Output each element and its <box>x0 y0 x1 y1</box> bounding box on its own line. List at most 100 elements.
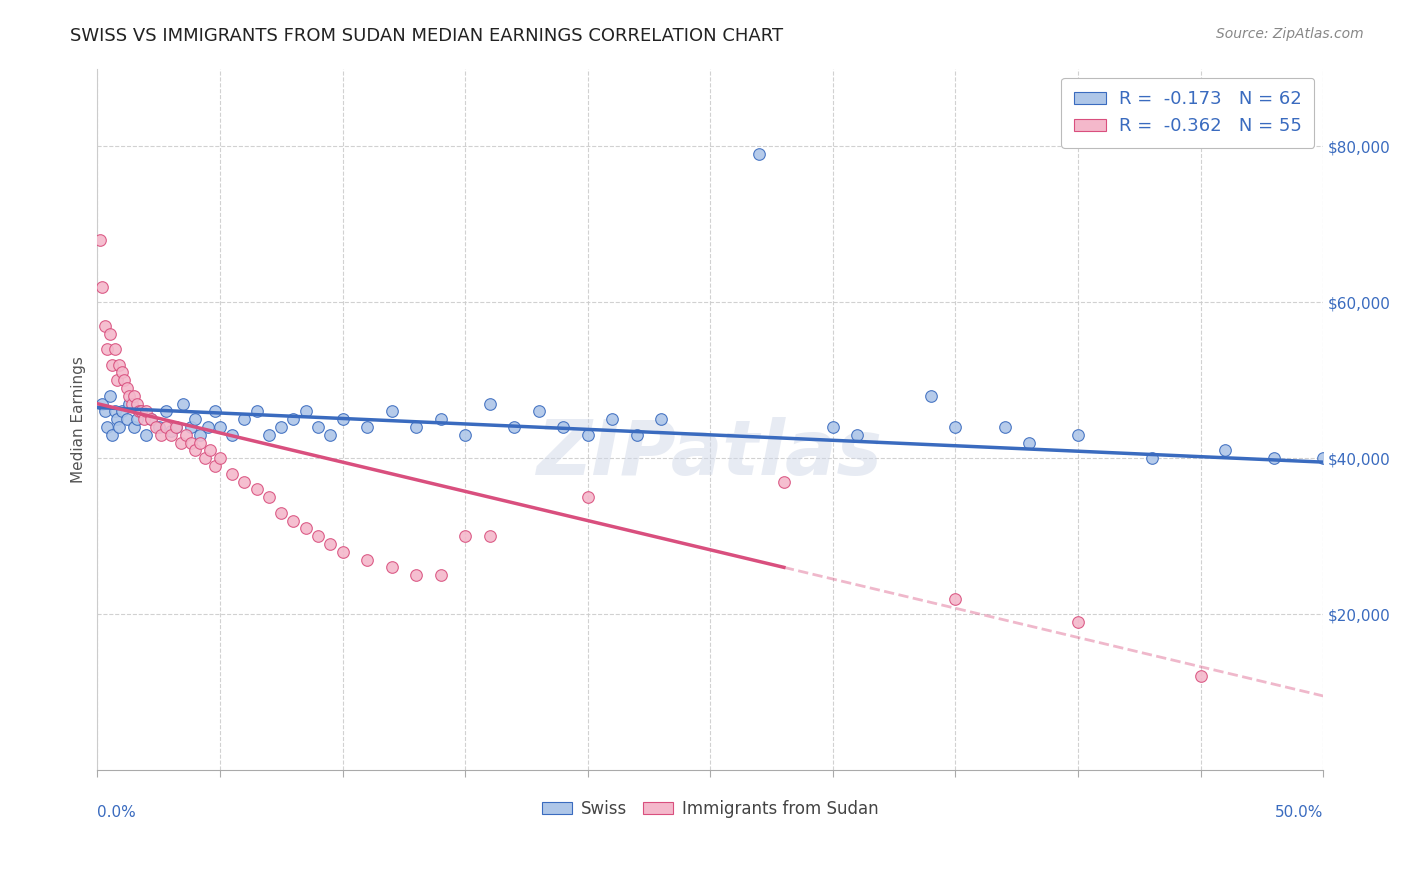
Point <box>650 412 672 426</box>
Point <box>197 420 219 434</box>
Point <box>135 404 157 418</box>
Point <box>96 342 118 356</box>
Point <box>188 427 211 442</box>
Point <box>145 420 167 434</box>
Point <box>600 412 623 426</box>
Text: ZIPatlas: ZIPatlas <box>537 417 883 491</box>
Point <box>160 427 183 442</box>
Point <box>283 514 305 528</box>
Y-axis label: Median Earnings: Median Earnings <box>72 356 86 483</box>
Point <box>319 537 342 551</box>
Point <box>1018 435 1040 450</box>
Text: 50.0%: 50.0% <box>1275 805 1323 820</box>
Point <box>405 420 427 434</box>
Point <box>920 389 942 403</box>
Point <box>125 397 148 411</box>
Point <box>1213 443 1236 458</box>
Point <box>150 427 173 442</box>
Point <box>172 397 194 411</box>
Point <box>204 404 226 418</box>
Point <box>294 521 316 535</box>
Point <box>122 420 145 434</box>
Point <box>626 427 648 442</box>
Point <box>1189 669 1212 683</box>
Point <box>184 443 207 458</box>
Point <box>380 560 402 574</box>
Point <box>170 435 193 450</box>
Point <box>112 373 135 387</box>
Point <box>993 420 1015 434</box>
Point <box>233 412 256 426</box>
Point <box>155 420 177 434</box>
Text: SWISS VS IMMIGRANTS FROM SUDAN MEDIAN EARNINGS CORRELATION CHART: SWISS VS IMMIGRANTS FROM SUDAN MEDIAN EA… <box>70 27 783 45</box>
Point <box>380 404 402 418</box>
Point <box>945 420 967 434</box>
Point <box>478 529 501 543</box>
Point <box>180 435 202 450</box>
Point <box>429 412 451 426</box>
Point <box>208 451 231 466</box>
Point <box>198 443 221 458</box>
Point <box>118 389 141 403</box>
Point <box>208 420 231 434</box>
Point <box>478 397 501 411</box>
Point <box>270 420 292 434</box>
Point <box>132 412 155 426</box>
Point <box>128 404 150 418</box>
Point <box>846 427 869 442</box>
Point <box>270 506 292 520</box>
Point <box>125 412 148 426</box>
Point <box>246 404 269 418</box>
Point <box>131 404 153 418</box>
Point <box>188 435 211 450</box>
Point <box>91 397 114 411</box>
Point <box>748 147 770 161</box>
Point <box>108 358 131 372</box>
Point <box>184 412 207 426</box>
Point <box>141 412 163 426</box>
Point <box>356 552 378 566</box>
Point <box>307 529 329 543</box>
Point <box>148 420 170 434</box>
Point <box>115 412 138 426</box>
Point <box>96 420 118 434</box>
Point <box>174 427 197 442</box>
Point <box>91 279 114 293</box>
Point <box>576 490 599 504</box>
Point <box>1312 451 1334 466</box>
Point <box>105 373 128 387</box>
Point <box>257 427 280 442</box>
Point <box>1067 615 1090 629</box>
Point <box>233 475 256 489</box>
Point <box>98 326 121 341</box>
Point <box>257 490 280 504</box>
Point <box>773 475 796 489</box>
Point <box>283 412 305 426</box>
Point <box>553 420 575 434</box>
Text: 0.0%: 0.0% <box>97 805 136 820</box>
Point <box>294 404 316 418</box>
Point <box>165 420 187 434</box>
Point <box>576 427 599 442</box>
Point <box>332 545 354 559</box>
Point <box>945 591 967 606</box>
Point <box>93 318 115 333</box>
Point <box>155 404 177 418</box>
Point <box>194 451 217 466</box>
Point <box>135 427 157 442</box>
Point <box>101 427 124 442</box>
Point <box>111 404 134 418</box>
Point <box>111 366 134 380</box>
Point <box>101 358 124 372</box>
Point <box>307 420 329 434</box>
Point <box>103 342 125 356</box>
Point <box>454 529 477 543</box>
Point <box>103 404 125 418</box>
Point <box>356 420 378 434</box>
Point <box>118 397 141 411</box>
Point <box>122 389 145 403</box>
Point <box>98 389 121 403</box>
Point <box>1140 451 1163 466</box>
Point <box>221 427 243 442</box>
Point <box>160 424 183 438</box>
